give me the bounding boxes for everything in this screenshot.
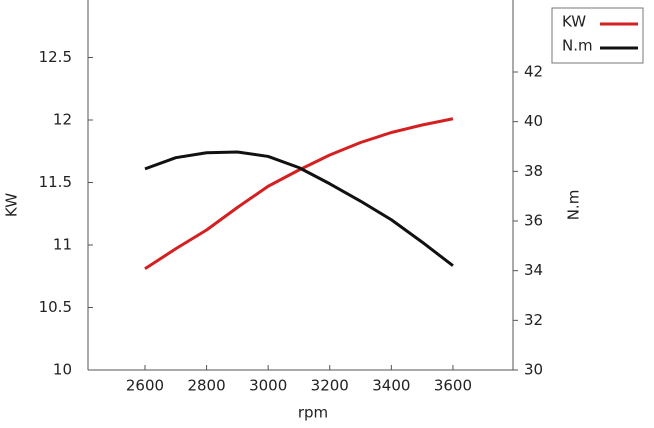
series-line <box>144 150 454 267</box>
x-tick-label: 3200 <box>311 377 349 395</box>
series-line <box>144 117 454 271</box>
y-tick-label: 11 <box>53 236 72 254</box>
y2-tick-label: 32 <box>524 311 543 329</box>
legend-box <box>551 7 644 64</box>
y2-tick-label: 40 <box>524 112 543 130</box>
y-tick-label: 10.5 <box>39 298 72 316</box>
x-tick-label: 3000 <box>249 377 287 395</box>
x-tick-label: 3400 <box>372 377 410 395</box>
y-tick-label: 11.5 <box>39 173 72 191</box>
y2-tick-label: 34 <box>524 261 543 279</box>
legend-label: N.m <box>562 37 593 55</box>
legend-label: KW <box>562 13 586 31</box>
x-axis-label: rpm <box>298 404 328 422</box>
x-tick-label: 3600 <box>434 377 472 395</box>
x-tick-label: 2800 <box>187 377 225 395</box>
y-tick-label: 10 <box>53 361 72 379</box>
x-tick-label: 2600 <box>126 377 164 395</box>
y2-tick-label: 38 <box>524 162 543 180</box>
y-axis-label: KW <box>3 193 21 217</box>
y-tick-label: 12.5 <box>39 48 72 66</box>
y2-axis-label: N.m <box>565 190 583 221</box>
y2-tick-label: 30 <box>524 361 543 379</box>
y2-tick-label: 42 <box>524 63 543 81</box>
y-tick-label: 12 <box>53 111 72 129</box>
y2-tick-label: 36 <box>524 212 543 230</box>
